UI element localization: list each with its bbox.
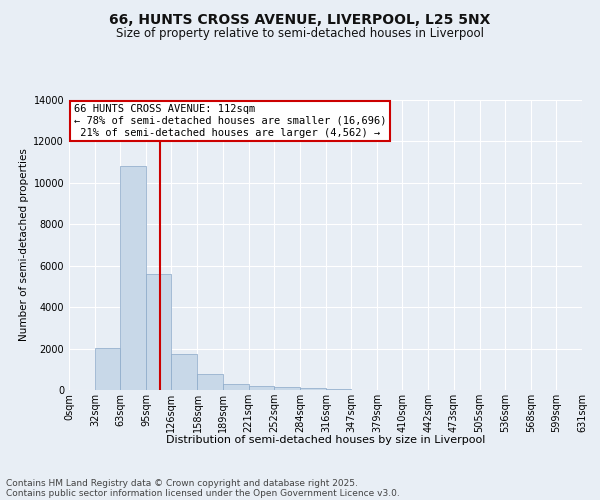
Bar — [300, 388, 326, 390]
Bar — [146, 274, 172, 390]
Text: Size of property relative to semi-detached houses in Liverpool: Size of property relative to semi-detach… — [116, 28, 484, 40]
Bar — [326, 389, 351, 390]
Bar — [120, 166, 146, 390]
X-axis label: Distribution of semi-detached houses by size in Liverpool: Distribution of semi-detached houses by … — [166, 435, 485, 445]
Text: Contains public sector information licensed under the Open Government Licence v3: Contains public sector information licen… — [6, 488, 400, 498]
Bar — [197, 374, 223, 390]
Bar — [172, 354, 197, 390]
Text: 66 HUNTS CROSS AVENUE: 112sqm
← 78% of semi-detached houses are smaller (16,696): 66 HUNTS CROSS AVENUE: 112sqm ← 78% of s… — [74, 104, 386, 138]
Text: Contains HM Land Registry data © Crown copyright and database right 2025.: Contains HM Land Registry data © Crown c… — [6, 478, 358, 488]
Text: 66, HUNTS CROSS AVENUE, LIVERPOOL, L25 5NX: 66, HUNTS CROSS AVENUE, LIVERPOOL, L25 5… — [109, 12, 491, 26]
Bar — [248, 386, 274, 390]
Bar — [223, 384, 248, 390]
Bar — [274, 387, 300, 390]
Bar — [95, 348, 120, 390]
Y-axis label: Number of semi-detached properties: Number of semi-detached properties — [19, 148, 29, 342]
